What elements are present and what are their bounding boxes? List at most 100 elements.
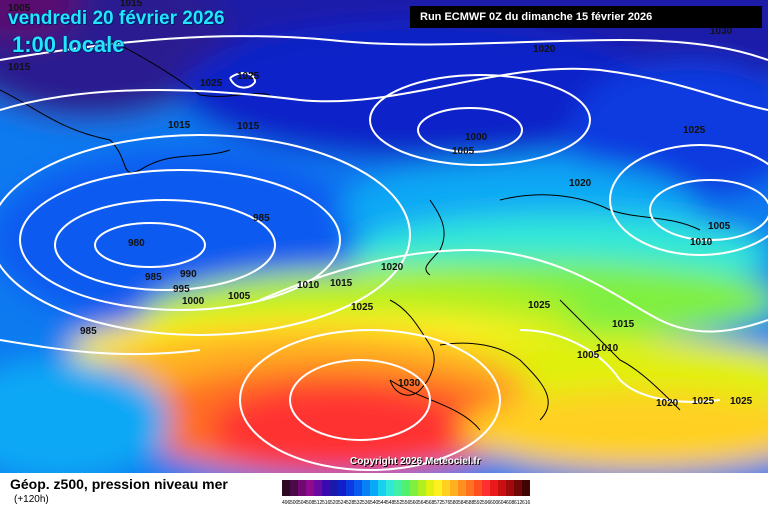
legend-title: Géop. z500, pression niveau mer: [10, 476, 228, 492]
coastlines: [0, 39, 701, 431]
scale-swatch: [410, 480, 418, 496]
scale-swatch: [282, 480, 290, 496]
isobar-label: 1015: [330, 278, 353, 289]
scale-label: 560: [410, 500, 419, 506]
isobar-label: 1010: [690, 237, 713, 248]
scale-label: 552: [394, 500, 403, 506]
scale-label: 512: [314, 500, 323, 506]
scale-swatch: [442, 480, 450, 496]
scale-swatch: [498, 480, 506, 496]
scale-swatch: [522, 480, 530, 496]
isobar-label: 1005: [8, 3, 31, 14]
scale-swatch: [370, 480, 378, 496]
isobar-label: 1005: [228, 291, 251, 302]
scale-label: 556: [402, 500, 411, 506]
isobar-label: 1025: [200, 78, 223, 89]
isobar-label: 1015: [612, 319, 635, 330]
scale-swatch: [306, 480, 314, 496]
isobar-label: 1015: [237, 121, 260, 132]
scale-label: 500: [290, 500, 299, 506]
scale-label: 504: [298, 500, 307, 506]
isobar-label: 985: [253, 213, 270, 224]
scale-label: 524: [338, 500, 347, 506]
scale-label: 604: [498, 500, 507, 506]
forecast-time: 1:00 locale: [12, 32, 125, 57]
scale-swatch: [402, 480, 410, 496]
isobars: [0, 35, 768, 471]
isobar-label: 1015: [8, 62, 31, 73]
scale-label: 592: [474, 500, 483, 506]
run-info-box: Run ECMWF 0Z du dimanche 15 février 2026: [410, 6, 762, 28]
scale-label: 612: [514, 500, 523, 506]
scale-label: 496: [282, 500, 291, 506]
scale-label: 548: [386, 500, 395, 506]
scale-swatch: [458, 480, 466, 496]
forecast-date: vendredi 20 février 2026: [8, 8, 225, 29]
scale-swatch: [290, 480, 298, 496]
scale-label: 608: [506, 500, 515, 506]
isobar-label: 980: [128, 238, 145, 249]
isobar-label: 990: [180, 269, 197, 280]
scale-swatch: [506, 480, 514, 496]
scale-swatch: [418, 480, 426, 496]
color-scale-labels: 496 500 504 508 512 516 520 524 528 532 536 540 544 5…: [282, 500, 530, 510]
isobar-label: 1020: [569, 178, 592, 189]
scale-label: 536: [362, 500, 371, 506]
isobar-label: 995: [173, 284, 190, 295]
scale-label: 572: [434, 500, 443, 506]
isobar-label: 1010: [297, 280, 320, 291]
isobar-label: 1005: [452, 146, 475, 157]
scale-label: 580: [450, 500, 459, 506]
scale-label: 596: [482, 500, 491, 506]
isobar-label: 1030: [398, 378, 421, 389]
scale-swatch: [482, 480, 490, 496]
map-graphic: 1005 1015 1015 1025 1025 1015 1015 1020 1030 1000…: [0, 0, 768, 473]
isobar-label: 1015: [168, 120, 191, 131]
isobar-labels: 1005 1015 1015 1025 1025 1015 1015 1020 1030 1000…: [8, 0, 753, 409]
legend-area: Géop. z500, pression niveau mer (+120h) …: [0, 473, 768, 512]
geopotential-field: [0, 0, 768, 473]
scale-swatch: [514, 480, 522, 496]
scale-swatch: [314, 480, 322, 496]
scale-swatch: [338, 480, 346, 496]
forecast-map: 1005 1015 1015 1025 1025 1015 1015 1020 1030 1000…: [0, 0, 768, 473]
scale-label: 588: [466, 500, 475, 506]
scale-swatch: [394, 480, 402, 496]
scale-swatch: [474, 480, 482, 496]
scale-label: 540: [370, 500, 379, 506]
scale-swatch: [346, 480, 354, 496]
isobar-label: 985: [80, 326, 97, 337]
scale-swatch: [386, 480, 394, 496]
isobar-label: 1025: [351, 302, 374, 313]
scale-swatch: [426, 480, 434, 496]
isobar-label: 985: [145, 272, 162, 283]
isobar-label: 1025: [730, 396, 753, 407]
scale-label: 532: [354, 500, 363, 506]
isobar-label: 1020: [381, 262, 404, 273]
scale-label: 564: [418, 500, 427, 506]
scale-label: 516: [322, 500, 331, 506]
scale-label: 528: [346, 500, 355, 506]
isobar-label: 1025: [528, 300, 551, 311]
scale-label: 600: [490, 500, 499, 506]
scale-swatch: [362, 480, 370, 496]
isobar-label: 1030: [710, 26, 733, 37]
isobar-label: 1000: [465, 132, 488, 143]
scale-swatch: [466, 480, 474, 496]
scale-swatch: [378, 480, 386, 496]
isobar-label: 1020: [656, 398, 679, 409]
isobar-label: 1000: [182, 296, 205, 307]
color-scale: [282, 480, 530, 496]
scale-label: 576: [442, 500, 451, 506]
scale-label: 544: [378, 500, 387, 506]
isobar-label: 1005: [577, 350, 600, 361]
isobar-label: 1025: [692, 396, 715, 407]
scale-label: 616: [522, 500, 531, 506]
scale-swatch: [298, 480, 306, 496]
isobar-label: 1015: [120, 0, 143, 9]
legend-subtitle: (+120h): [14, 494, 49, 505]
scale-label: 584: [458, 500, 467, 506]
scale-swatch: [354, 480, 362, 496]
scale-swatch: [490, 480, 498, 496]
scale-swatch: [322, 480, 330, 496]
